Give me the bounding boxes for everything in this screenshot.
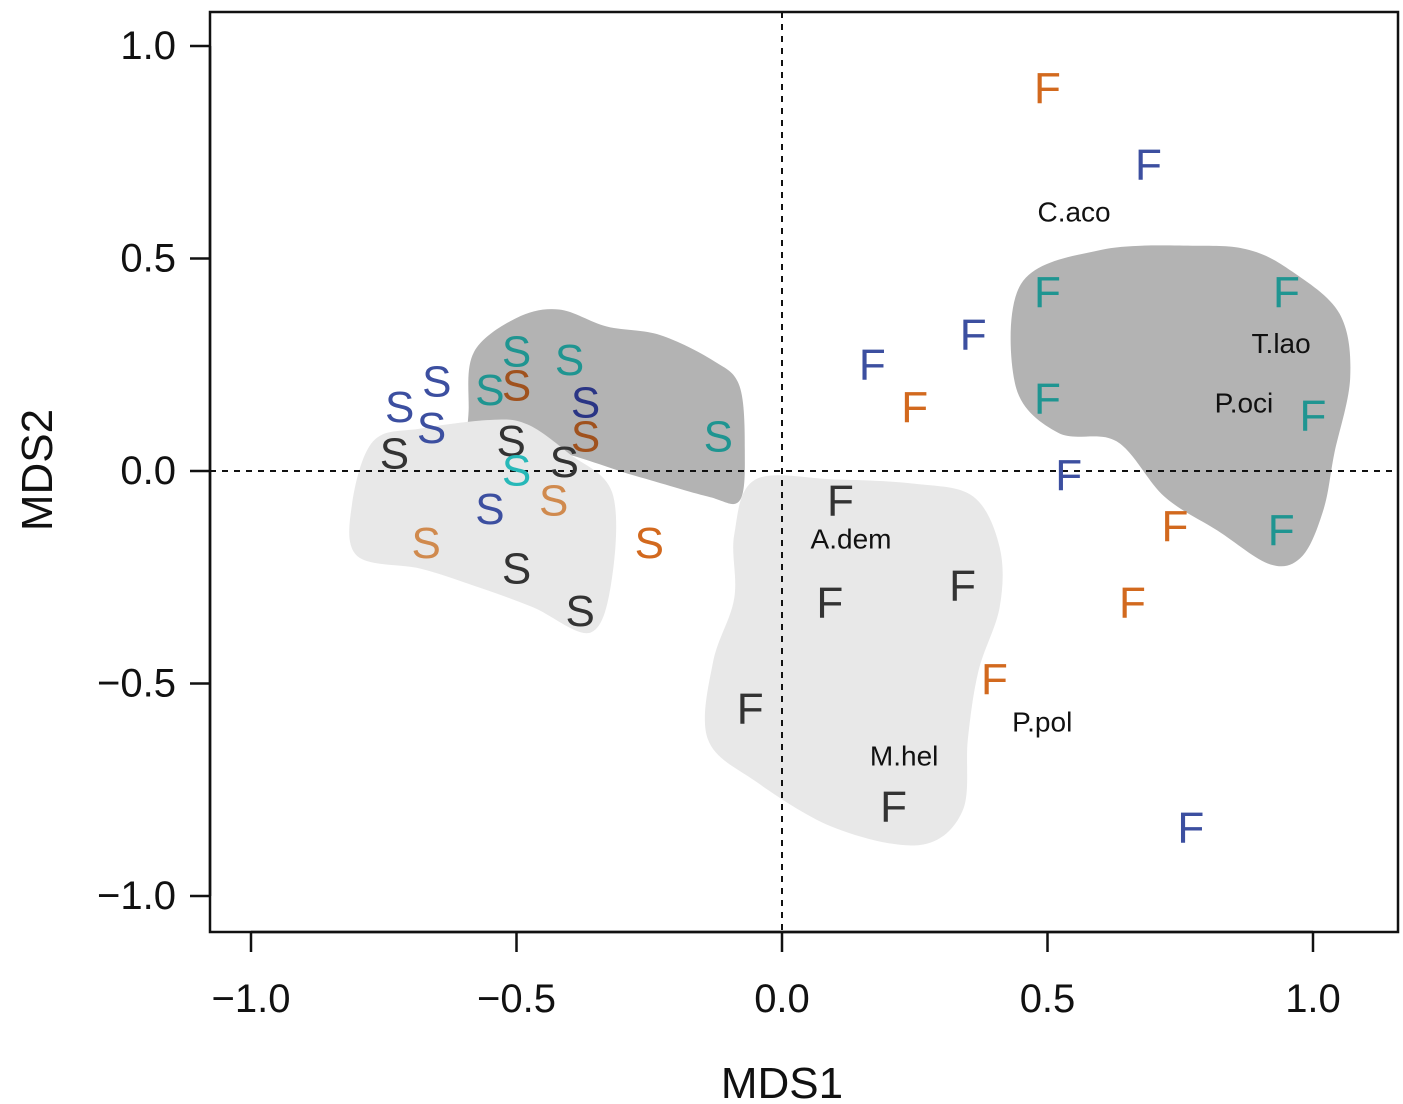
x-axis: −1.0 −0.5 0.0 0.5 1.0	[212, 930, 1341, 1021]
point-F-0: F	[1034, 64, 1061, 113]
point-S-0: S	[385, 383, 414, 432]
hull-light-1	[349, 419, 617, 634]
species-label-4: P.pol	[1012, 706, 1072, 737]
x-axis-title: MDS1	[721, 1059, 843, 1104]
point-F-7: F	[901, 383, 928, 432]
point-S-1: S	[422, 357, 451, 406]
point-F-6: F	[1034, 374, 1061, 423]
point-S-17: S	[635, 519, 664, 568]
point-F-3: F	[1273, 268, 1300, 317]
y-tick-label-2: 0.0	[120, 449, 176, 493]
species-label-0: C.aco	[1037, 196, 1110, 227]
point-F-9: F	[1055, 451, 1082, 500]
point-S-10: S	[497, 417, 526, 466]
y-axis-title: MDS2	[13, 409, 62, 531]
point-S-19: S	[566, 587, 595, 636]
point-S-14: S	[475, 485, 504, 534]
point-S-5: S	[502, 328, 531, 377]
y-tick-label-0: −1.0	[97, 874, 176, 918]
x-tick-label-2: 0.0	[754, 977, 810, 1021]
point-S-16: S	[412, 519, 441, 568]
point-F-12: F	[1268, 506, 1295, 555]
y-tick-label-1: −0.5	[97, 662, 176, 706]
hull-layer	[349, 245, 1351, 846]
point-S-7: S	[555, 336, 584, 385]
point-S-8: S	[571, 379, 600, 428]
hull-dark-0	[466, 309, 745, 505]
point-F-8: F	[1300, 391, 1327, 440]
point-F-11: F	[1161, 502, 1188, 551]
point-S-2: S	[417, 404, 446, 453]
point-S-15: S	[539, 476, 568, 525]
point-F-18: F	[880, 782, 907, 831]
point-F-2: F	[1034, 268, 1061, 317]
species-label-2: P.oci	[1215, 388, 1274, 419]
species-label-5: M.hel	[870, 740, 938, 771]
hull-dark-3	[1010, 245, 1351, 567]
point-F-14: F	[816, 578, 843, 627]
point-F-13: F	[949, 561, 976, 610]
point-S-9: S	[571, 413, 600, 462]
species-labels: C.aco T.lao P.oci A.dem P.pol M.hel	[811, 196, 1311, 771]
point-S-12: S	[550, 438, 579, 487]
hull-light-2	[704, 475, 1003, 846]
point-F-1: F	[1135, 141, 1162, 190]
x-tick-label-1: −0.5	[477, 977, 556, 1021]
species-label-3: A.dem	[811, 524, 892, 555]
point-F-10: F	[827, 476, 854, 525]
species-label-1: T.lao	[1252, 328, 1311, 359]
point-F-5: F	[859, 340, 886, 389]
point-F-15: F	[1119, 578, 1146, 627]
point-S-11: S	[502, 447, 531, 496]
x-tick-label-0: −1.0	[212, 977, 291, 1021]
point-S-18: S	[502, 544, 531, 593]
y-tick-label-3: 0.5	[120, 237, 176, 281]
point-S-3: S	[380, 430, 409, 479]
y-tick-label-4: 1.0	[120, 24, 176, 68]
point-S-4: S	[475, 366, 504, 415]
point-F-17: F	[737, 685, 764, 734]
point-F-4: F	[960, 311, 987, 360]
x-tick-label-4: 1.0	[1285, 977, 1341, 1021]
point-F-16: F	[981, 655, 1008, 704]
reference-lines	[210, 12, 1398, 932]
point-F-19: F	[1177, 804, 1204, 853]
x-tick-label-3: 0.5	[1020, 977, 1076, 1021]
point-S-13: S	[704, 413, 733, 462]
y-axis: −1.0 −0.5 0.0 0.5 1.0	[97, 24, 212, 918]
point-S-6: S	[502, 362, 531, 411]
